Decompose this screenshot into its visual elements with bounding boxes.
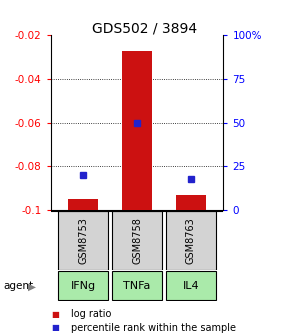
Text: ▶: ▶ xyxy=(28,281,37,291)
Text: agent: agent xyxy=(3,281,33,291)
Text: GSM8758: GSM8758 xyxy=(132,217,142,264)
Text: IFNg: IFNg xyxy=(70,281,96,291)
Bar xyxy=(122,50,152,210)
Bar xyxy=(68,199,98,210)
Text: IL4: IL4 xyxy=(183,281,199,291)
FancyBboxPatch shape xyxy=(58,211,108,270)
Text: percentile rank within the sample: percentile rank within the sample xyxy=(71,323,236,333)
Text: GSM8763: GSM8763 xyxy=(186,217,196,264)
Bar xyxy=(176,195,206,210)
Text: GSM8753: GSM8753 xyxy=(78,217,88,264)
FancyBboxPatch shape xyxy=(112,271,162,300)
FancyBboxPatch shape xyxy=(166,211,216,270)
FancyBboxPatch shape xyxy=(58,271,108,300)
FancyBboxPatch shape xyxy=(112,211,162,270)
Text: ■: ■ xyxy=(51,323,59,332)
Text: ■: ■ xyxy=(51,310,59,319)
FancyBboxPatch shape xyxy=(166,271,216,300)
Text: GDS502 / 3894: GDS502 / 3894 xyxy=(93,22,197,36)
Text: TNFa: TNFa xyxy=(123,281,151,291)
Text: log ratio: log ratio xyxy=(71,309,111,319)
